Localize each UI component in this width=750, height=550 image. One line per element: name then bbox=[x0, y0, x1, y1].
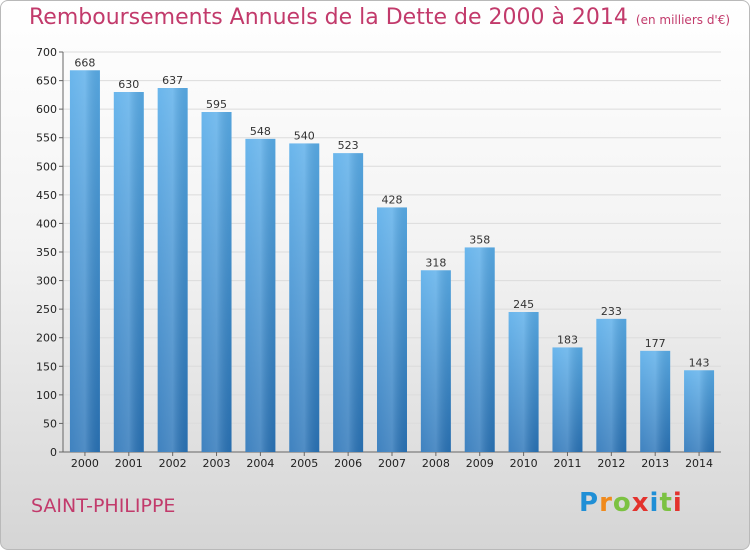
data-label-2012: 233 bbox=[601, 305, 622, 318]
bar-sheen-2003 bbox=[201, 112, 232, 452]
proxiti-logo[interactable]: Proxiti bbox=[579, 488, 683, 518]
data-label-2009: 358 bbox=[469, 233, 490, 246]
x-tick-label-2002: 2002 bbox=[159, 457, 187, 470]
y-tick-label-0: 0 bbox=[50, 446, 57, 459]
y-tick-label-650: 650 bbox=[36, 75, 57, 88]
bar-sheen-2011 bbox=[552, 347, 583, 452]
bar-sheen-2001 bbox=[113, 92, 144, 452]
data-label-2003: 595 bbox=[206, 98, 227, 111]
label-layer: 668 630 637 595 548 540 523 428 318 358 245 183 233 1… bbox=[74, 56, 709, 369]
y-tick-label-200: 200 bbox=[36, 332, 57, 345]
y-tick-label-600: 600 bbox=[36, 103, 57, 116]
bar-sheen-2012 bbox=[596, 318, 627, 452]
x-tick-label-2007: 2007 bbox=[378, 457, 406, 470]
data-label-2013: 177 bbox=[645, 337, 666, 350]
y-tick-label-450: 450 bbox=[36, 189, 57, 202]
x-tick-label-2003: 2003 bbox=[203, 457, 231, 470]
bar-sheen-2004 bbox=[245, 138, 276, 452]
data-label-2004: 548 bbox=[250, 125, 271, 138]
bar-sheen-2000 bbox=[69, 70, 100, 453]
data-label-2011: 183 bbox=[557, 333, 578, 346]
data-label-2006: 523 bbox=[338, 139, 359, 152]
bar-sheen-2013 bbox=[640, 350, 671, 452]
y-tick-label-550: 550 bbox=[36, 132, 57, 145]
commune-name: SAINT-PHILIPPE bbox=[31, 495, 176, 517]
bar-sheen-2014 bbox=[684, 370, 715, 452]
y-tick-label-100: 100 bbox=[36, 389, 57, 402]
chart-title: Remboursements Annuels de la Dette de 20… bbox=[29, 5, 730, 30]
bar-layer bbox=[69, 70, 715, 453]
bar-sheen-2005 bbox=[289, 143, 320, 452]
x-tick-label-2013: 2013 bbox=[641, 457, 669, 470]
x-tick-label-2008: 2008 bbox=[422, 457, 450, 470]
y-tick-label-350: 350 bbox=[36, 246, 57, 259]
x-tick-label-2000: 2000 bbox=[71, 457, 99, 470]
data-label-2014: 143 bbox=[689, 356, 710, 369]
logo-letter: x bbox=[631, 488, 650, 518]
y-tick-label-700: 700 bbox=[36, 46, 57, 59]
bar-sheen-2008 bbox=[420, 270, 451, 452]
logo-letter: r bbox=[599, 488, 613, 518]
x-tick-label-2010: 2010 bbox=[510, 457, 538, 470]
x-tick-label-2001: 2001 bbox=[115, 457, 143, 470]
y-tick-label-50: 50 bbox=[43, 417, 57, 430]
chart-unit: (en milliers d'€) bbox=[635, 13, 731, 27]
logo-letter: i bbox=[672, 488, 683, 518]
y-tick-label-150: 150 bbox=[36, 360, 57, 373]
data-label-2005: 540 bbox=[294, 129, 315, 142]
bar-sheen-2002 bbox=[157, 88, 188, 452]
data-label-2001: 630 bbox=[118, 78, 139, 91]
x-tick-label-2006: 2006 bbox=[334, 457, 362, 470]
logo-letter: t bbox=[659, 488, 673, 518]
bar-sheen-2010 bbox=[508, 312, 539, 452]
y-tick-label-500: 500 bbox=[36, 160, 57, 173]
x-tick-label-2014: 2014 bbox=[685, 457, 713, 470]
y-tick-label-300: 300 bbox=[36, 275, 57, 288]
bar-sheen-2009 bbox=[464, 247, 495, 452]
x-tick-label-2005: 2005 bbox=[290, 457, 318, 470]
data-label-2010: 245 bbox=[513, 298, 534, 311]
data-label-2008: 318 bbox=[425, 256, 446, 269]
bar-sheen-2006 bbox=[333, 153, 364, 452]
x-tick-label-2011: 2011 bbox=[553, 457, 581, 470]
logo-letter: i bbox=[649, 488, 660, 518]
x-tick-label-2012: 2012 bbox=[597, 457, 625, 470]
y-tick-label-250: 250 bbox=[36, 303, 57, 316]
data-label-2007: 428 bbox=[382, 193, 403, 206]
chart-title-text: Remboursements Annuels de la Dette de 20… bbox=[29, 5, 628, 30]
data-label-2002: 637 bbox=[162, 74, 183, 87]
y-tick-label-400: 400 bbox=[36, 217, 57, 230]
x-tick-label-2004: 2004 bbox=[246, 457, 274, 470]
logo-letter: o bbox=[612, 488, 632, 518]
x-tick-label-2009: 2009 bbox=[466, 457, 494, 470]
data-label-2000: 668 bbox=[74, 56, 95, 69]
bar-sheen-2007 bbox=[377, 207, 407, 452]
logo-letter: P bbox=[579, 488, 600, 518]
